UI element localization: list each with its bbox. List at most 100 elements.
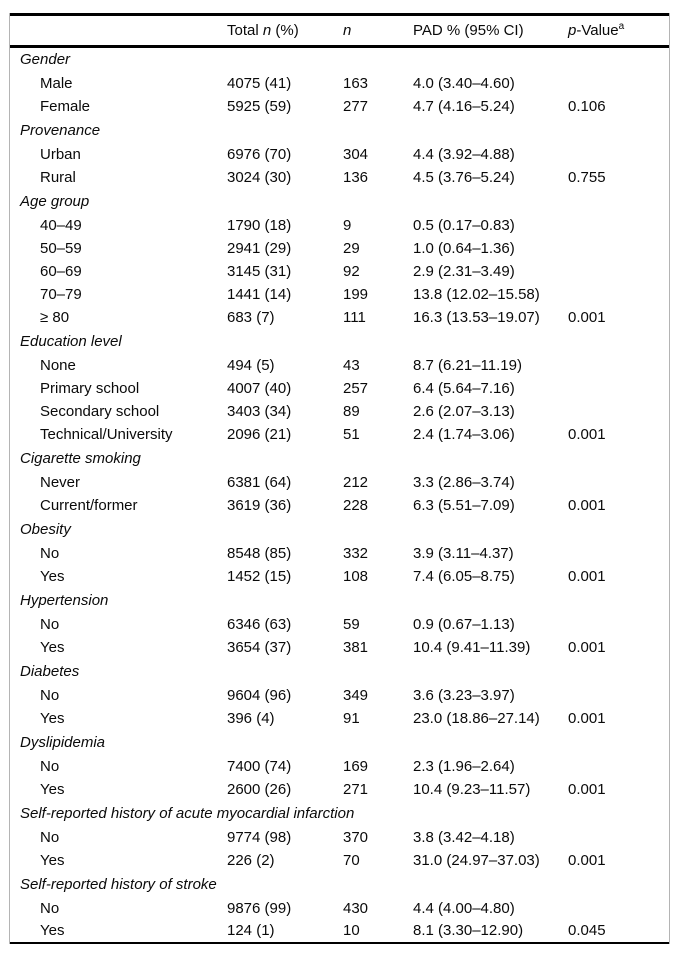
cell-p-value <box>568 143 669 166</box>
cell-n: 59 <box>343 615 360 633</box>
table-row: Yes 1452 (15) 108 7.4 (6.05–8.75) 0.001 <box>10 565 669 588</box>
column-header-text: (%) <box>271 22 299 39</box>
cell-p-value <box>568 214 669 237</box>
column-header-n: n <box>343 13 413 48</box>
row-label: No <box>40 899 60 917</box>
group-header-row: Provenance <box>10 118 669 143</box>
empty-cell <box>413 118 568 143</box>
cell-pad-ci: 4.5 (3.76–5.24) <box>413 168 515 186</box>
table-row: Female 5925 (59) 277 4.7 (4.16–5.24) 0.106 <box>10 95 669 118</box>
cell-n: 381 <box>343 638 369 656</box>
row-label: ≥ 80 <box>40 308 70 326</box>
cell-p-value: 0.001 <box>568 638 606 656</box>
cell-total-n: 1790 (18) <box>227 216 292 234</box>
cell-pad-ci: 2.9 (2.31–3.49) <box>413 262 515 280</box>
cell-p-value <box>568 237 669 260</box>
table-row: Secondary school 3403 (34) 89 2.6 (2.07–3.1… <box>10 400 669 423</box>
cell-pad-ci: 6.4 (5.64–7.16) <box>413 379 515 397</box>
table-body: Gender Male 4075 (41) 163 4.0 (3.40–4.60) Fem… <box>10 47 669 944</box>
row-label: Never <box>40 473 81 491</box>
cell-total-n: 1441 (14) <box>227 285 292 303</box>
table-row: 60–69 3145 (31) 92 2.9 (2.31–3.49) <box>10 260 669 283</box>
empty-cell <box>227 118 343 143</box>
cell-n: 136 <box>343 168 369 186</box>
cell-pad-ci: 13.8 (12.02–15.58) <box>413 285 540 303</box>
cell-p-value <box>568 613 669 636</box>
table-header: Total n (%) n PAD % (95% CI) p-Valuea <box>10 13 669 48</box>
prevalence-table-frame: Total n (%) n PAD % (95% CI) p-Valuea Gende… <box>9 13 670 944</box>
column-header-text: p <box>568 22 577 39</box>
cell-pad-ci: 31.0 (24.97–37.03) <box>413 851 540 869</box>
table-row: Yes 2600 (26) 271 10.4 (9.23–11.57) 0.001 <box>10 778 669 801</box>
column-header-total: Total n (%) <box>227 13 343 48</box>
empty-cell <box>568 47 669 72</box>
empty-cell <box>227 588 343 613</box>
cell-pad-ci: 16.3 (13.53–19.07) <box>413 308 540 326</box>
group-label: Self-reported history of stroke <box>20 875 217 893</box>
table-row: No 9604 (96) 349 3.6 (3.23–3.97) <box>10 684 669 707</box>
cell-p-value: 0.001 <box>568 496 606 514</box>
column-header-pvalue: p-Valuea <box>568 13 669 48</box>
empty-cell <box>227 47 343 72</box>
cell-pad-ci: 0.9 (0.67–1.13) <box>413 615 515 633</box>
row-label: No <box>40 686 60 704</box>
cell-n: 430 <box>343 899 369 917</box>
cell-total-n: 4007 (40) <box>227 379 292 397</box>
cell-pad-ci: 8.7 (6.21–11.19) <box>413 356 522 374</box>
cell-n: 163 <box>343 74 369 92</box>
empty-cell <box>227 730 343 755</box>
cell-total-n: 8548 (85) <box>227 544 292 562</box>
empty-cell <box>568 189 669 214</box>
group-label: Diabetes <box>20 662 80 680</box>
group-label: Dyslipidemia <box>20 733 106 751</box>
row-label: No <box>40 828 60 846</box>
group-header-row: Gender <box>10 47 669 72</box>
table-row: 40–49 1790 (18) 9 0.5 (0.17–0.83) <box>10 214 669 237</box>
cell-p-value: 0.755 <box>568 168 606 186</box>
empty-cell <box>227 659 343 684</box>
cell-pad-ci: 3.9 (3.11–4.37) <box>413 544 514 562</box>
empty-cell <box>413 588 568 613</box>
group-label: Education level <box>20 332 122 350</box>
cell-n: 9 <box>343 216 352 234</box>
cell-total-n: 9876 (99) <box>227 899 292 917</box>
cell-total-n: 2600 (26) <box>227 780 292 798</box>
cell-total-n: 4075 (41) <box>227 74 292 92</box>
empty-cell <box>413 446 568 471</box>
table-row: ≥ 80 683 (7) 111 16.3 (13.53–19.07) 0.001 <box>10 306 669 329</box>
table-row: Technical/University 2096 (21) 51 2.4 (1.74… <box>10 423 669 446</box>
row-label: No <box>40 757 60 775</box>
table-row: Yes 396 (4) 91 23.0 (18.86–27.14) 0.001 <box>10 707 669 730</box>
group-header-row: Obesity <box>10 517 669 542</box>
cell-pad-ci: 7.4 (6.05–8.75) <box>413 567 515 585</box>
empty-cell <box>568 118 669 143</box>
table-row: No 9876 (99) 430 4.4 (4.00–4.80) <box>10 897 669 920</box>
cell-n: 91 <box>343 709 360 727</box>
cell-total-n: 3654 (37) <box>227 638 292 656</box>
cell-total-n: 3403 (34) <box>227 402 292 420</box>
cell-n: 70 <box>343 851 360 869</box>
table-row: Never 6381 (64) 212 3.3 (2.86–3.74) <box>10 471 669 494</box>
row-label: No <box>40 615 60 633</box>
empty-cell <box>343 659 413 684</box>
cell-n: 89 <box>343 402 360 420</box>
row-label: Yes <box>40 567 65 585</box>
group-label: Gender <box>20 51 71 69</box>
cell-n: 111 <box>343 308 366 326</box>
cell-p-value <box>568 897 669 920</box>
table-row: Urban 6976 (70) 304 4.4 (3.92–4.88) <box>10 143 669 166</box>
group-label: Hypertension <box>20 591 109 609</box>
empty-cell <box>568 659 669 684</box>
table-row: 50–59 2941 (29) 29 1.0 (0.64–1.36) <box>10 237 669 260</box>
cell-total-n: 5925 (59) <box>227 97 292 115</box>
cell-n: 349 <box>343 686 369 704</box>
cell-pad-ci: 0.5 (0.17–0.83) <box>413 216 515 234</box>
empty-cell <box>568 872 669 897</box>
cell-total-n: 6346 (63) <box>227 615 292 633</box>
cell-n: 332 <box>343 544 369 562</box>
cell-pad-ci: 4.7 (4.16–5.24) <box>413 97 515 115</box>
cell-total-n: 3619 (36) <box>227 496 292 514</box>
pad-prevalence-table: Total n (%) n PAD % (95% CI) p-Valuea Gende… <box>10 13 669 944</box>
group-label: Age group <box>20 192 90 210</box>
cell-p-value <box>568 471 669 494</box>
